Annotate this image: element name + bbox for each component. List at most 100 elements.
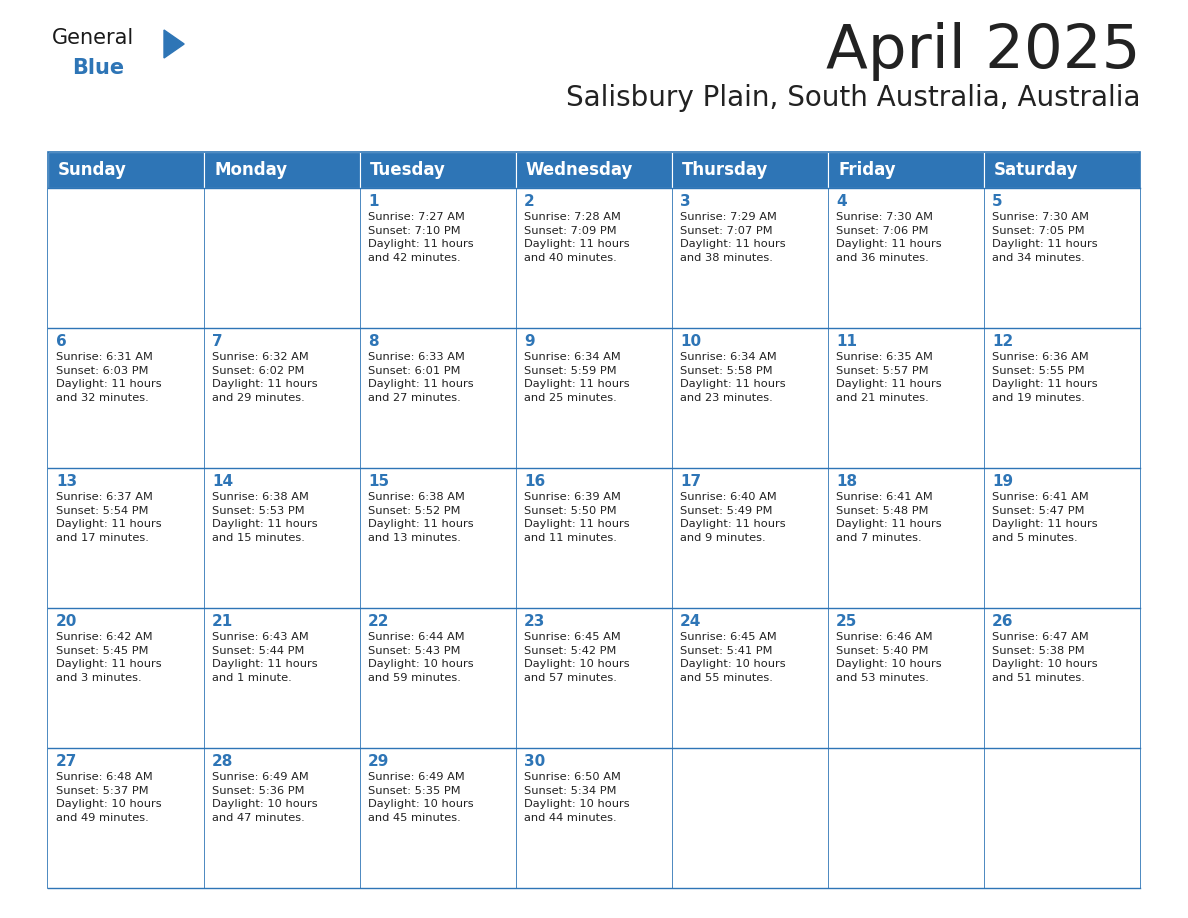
- Text: Sunrise: 6:39 AM
Sunset: 5:50 PM
Daylight: 11 hours
and 11 minutes.: Sunrise: 6:39 AM Sunset: 5:50 PM Dayligh…: [524, 492, 630, 543]
- Text: Salisbury Plain, South Australia, Australia: Salisbury Plain, South Australia, Austra…: [565, 84, 1140, 112]
- Text: 5: 5: [992, 194, 1003, 209]
- Text: Sunrise: 6:44 AM
Sunset: 5:43 PM
Daylight: 10 hours
and 59 minutes.: Sunrise: 6:44 AM Sunset: 5:43 PM Dayligh…: [368, 632, 474, 683]
- Bar: [984, 608, 1140, 748]
- Text: Sunrise: 6:35 AM
Sunset: 5:57 PM
Daylight: 11 hours
and 21 minutes.: Sunrise: 6:35 AM Sunset: 5:57 PM Dayligh…: [836, 352, 942, 403]
- Text: 16: 16: [524, 474, 545, 489]
- Bar: [672, 188, 828, 328]
- Text: Sunrise: 6:37 AM
Sunset: 5:54 PM
Daylight: 11 hours
and 17 minutes.: Sunrise: 6:37 AM Sunset: 5:54 PM Dayligh…: [56, 492, 162, 543]
- Text: April 2025: April 2025: [826, 22, 1140, 81]
- Text: 6: 6: [56, 334, 67, 349]
- Text: 24: 24: [680, 614, 701, 629]
- Text: 22: 22: [368, 614, 390, 629]
- Text: 4: 4: [836, 194, 847, 209]
- Bar: [204, 188, 360, 328]
- Text: Sunrise: 6:31 AM
Sunset: 6:03 PM
Daylight: 11 hours
and 32 minutes.: Sunrise: 6:31 AM Sunset: 6:03 PM Dayligh…: [56, 352, 162, 403]
- Bar: [516, 608, 672, 748]
- Text: 18: 18: [836, 474, 857, 489]
- Bar: [984, 468, 1140, 608]
- Text: 11: 11: [836, 334, 857, 349]
- Text: Saturday: Saturday: [994, 161, 1079, 179]
- Bar: [984, 152, 1140, 188]
- Bar: [516, 152, 672, 188]
- Bar: [48, 468, 204, 608]
- Text: Sunday: Sunday: [58, 161, 127, 179]
- Text: Sunrise: 6:38 AM
Sunset: 5:52 PM
Daylight: 11 hours
and 13 minutes.: Sunrise: 6:38 AM Sunset: 5:52 PM Dayligh…: [368, 492, 474, 543]
- Text: Sunrise: 6:38 AM
Sunset: 5:53 PM
Daylight: 11 hours
and 15 minutes.: Sunrise: 6:38 AM Sunset: 5:53 PM Dayligh…: [211, 492, 317, 543]
- Bar: [984, 328, 1140, 468]
- Bar: [516, 468, 672, 608]
- Text: Sunrise: 6:45 AM
Sunset: 5:41 PM
Daylight: 10 hours
and 55 minutes.: Sunrise: 6:45 AM Sunset: 5:41 PM Dayligh…: [680, 632, 785, 683]
- Text: 13: 13: [56, 474, 77, 489]
- Text: Sunrise: 6:46 AM
Sunset: 5:40 PM
Daylight: 10 hours
and 53 minutes.: Sunrise: 6:46 AM Sunset: 5:40 PM Dayligh…: [836, 632, 942, 683]
- Bar: [984, 188, 1140, 328]
- Text: Monday: Monday: [214, 161, 287, 179]
- Bar: [828, 608, 984, 748]
- Bar: [48, 152, 1140, 888]
- Bar: [48, 328, 204, 468]
- Bar: [48, 188, 204, 328]
- Text: 29: 29: [368, 754, 390, 769]
- Text: Sunrise: 6:41 AM
Sunset: 5:48 PM
Daylight: 11 hours
and 7 minutes.: Sunrise: 6:41 AM Sunset: 5:48 PM Dayligh…: [836, 492, 942, 543]
- Text: Sunrise: 7:30 AM
Sunset: 7:05 PM
Daylight: 11 hours
and 34 minutes.: Sunrise: 7:30 AM Sunset: 7:05 PM Dayligh…: [992, 212, 1098, 263]
- Text: Sunrise: 6:48 AM
Sunset: 5:37 PM
Daylight: 10 hours
and 49 minutes.: Sunrise: 6:48 AM Sunset: 5:37 PM Dayligh…: [56, 772, 162, 823]
- Polygon shape: [164, 30, 184, 58]
- Text: Sunrise: 6:47 AM
Sunset: 5:38 PM
Daylight: 10 hours
and 51 minutes.: Sunrise: 6:47 AM Sunset: 5:38 PM Dayligh…: [992, 632, 1098, 683]
- Bar: [360, 188, 516, 328]
- Text: 1: 1: [368, 194, 379, 209]
- Text: 17: 17: [680, 474, 701, 489]
- Bar: [48, 152, 204, 188]
- Text: Sunrise: 6:40 AM
Sunset: 5:49 PM
Daylight: 11 hours
and 9 minutes.: Sunrise: 6:40 AM Sunset: 5:49 PM Dayligh…: [680, 492, 785, 543]
- Text: Sunrise: 6:36 AM
Sunset: 5:55 PM
Daylight: 11 hours
and 19 minutes.: Sunrise: 6:36 AM Sunset: 5:55 PM Dayligh…: [992, 352, 1098, 403]
- Text: 23: 23: [524, 614, 545, 629]
- Bar: [360, 328, 516, 468]
- Text: Sunrise: 6:41 AM
Sunset: 5:47 PM
Daylight: 11 hours
and 5 minutes.: Sunrise: 6:41 AM Sunset: 5:47 PM Dayligh…: [992, 492, 1098, 543]
- Text: 20: 20: [56, 614, 77, 629]
- Text: Tuesday: Tuesday: [369, 161, 446, 179]
- Text: Sunrise: 7:28 AM
Sunset: 7:09 PM
Daylight: 11 hours
and 40 minutes.: Sunrise: 7:28 AM Sunset: 7:09 PM Dayligh…: [524, 212, 630, 263]
- Bar: [672, 468, 828, 608]
- Text: Blue: Blue: [72, 58, 124, 78]
- Bar: [204, 748, 360, 888]
- Bar: [204, 152, 360, 188]
- Text: Sunrise: 6:42 AM
Sunset: 5:45 PM
Daylight: 11 hours
and 3 minutes.: Sunrise: 6:42 AM Sunset: 5:45 PM Dayligh…: [56, 632, 162, 683]
- Bar: [672, 328, 828, 468]
- Text: 27: 27: [56, 754, 77, 769]
- Bar: [204, 608, 360, 748]
- Bar: [204, 468, 360, 608]
- Bar: [48, 608, 204, 748]
- Bar: [672, 152, 828, 188]
- Text: 25: 25: [836, 614, 858, 629]
- Text: Sunrise: 6:49 AM
Sunset: 5:35 PM
Daylight: 10 hours
and 45 minutes.: Sunrise: 6:49 AM Sunset: 5:35 PM Dayligh…: [368, 772, 474, 823]
- Text: Sunrise: 6:45 AM
Sunset: 5:42 PM
Daylight: 10 hours
and 57 minutes.: Sunrise: 6:45 AM Sunset: 5:42 PM Dayligh…: [524, 632, 630, 683]
- Bar: [360, 608, 516, 748]
- Bar: [516, 328, 672, 468]
- Text: Sunrise: 6:33 AM
Sunset: 6:01 PM
Daylight: 11 hours
and 27 minutes.: Sunrise: 6:33 AM Sunset: 6:01 PM Dayligh…: [368, 352, 474, 403]
- Text: Sunrise: 6:34 AM
Sunset: 5:59 PM
Daylight: 11 hours
and 25 minutes.: Sunrise: 6:34 AM Sunset: 5:59 PM Dayligh…: [524, 352, 630, 403]
- Text: 9: 9: [524, 334, 535, 349]
- Text: 12: 12: [992, 334, 1013, 349]
- Text: Thursday: Thursday: [682, 161, 769, 179]
- Bar: [828, 188, 984, 328]
- Text: 26: 26: [992, 614, 1013, 629]
- Text: Friday: Friday: [838, 161, 896, 179]
- Text: 19: 19: [992, 474, 1013, 489]
- Text: Sunrise: 6:32 AM
Sunset: 6:02 PM
Daylight: 11 hours
and 29 minutes.: Sunrise: 6:32 AM Sunset: 6:02 PM Dayligh…: [211, 352, 317, 403]
- Bar: [828, 152, 984, 188]
- Text: Sunrise: 7:29 AM
Sunset: 7:07 PM
Daylight: 11 hours
and 38 minutes.: Sunrise: 7:29 AM Sunset: 7:07 PM Dayligh…: [680, 212, 785, 263]
- Bar: [828, 748, 984, 888]
- Bar: [360, 748, 516, 888]
- Bar: [360, 152, 516, 188]
- Text: Wednesday: Wednesday: [526, 161, 633, 179]
- Bar: [828, 468, 984, 608]
- Bar: [516, 748, 672, 888]
- Text: Sunrise: 6:49 AM
Sunset: 5:36 PM
Daylight: 10 hours
and 47 minutes.: Sunrise: 6:49 AM Sunset: 5:36 PM Dayligh…: [211, 772, 317, 823]
- Text: 8: 8: [368, 334, 379, 349]
- Text: Sunrise: 7:27 AM
Sunset: 7:10 PM
Daylight: 11 hours
and 42 minutes.: Sunrise: 7:27 AM Sunset: 7:10 PM Dayligh…: [368, 212, 474, 263]
- Text: 14: 14: [211, 474, 233, 489]
- Bar: [672, 608, 828, 748]
- Bar: [984, 748, 1140, 888]
- Bar: [516, 188, 672, 328]
- Text: 21: 21: [211, 614, 233, 629]
- Bar: [360, 468, 516, 608]
- Text: Sunrise: 6:34 AM
Sunset: 5:58 PM
Daylight: 11 hours
and 23 minutes.: Sunrise: 6:34 AM Sunset: 5:58 PM Dayligh…: [680, 352, 785, 403]
